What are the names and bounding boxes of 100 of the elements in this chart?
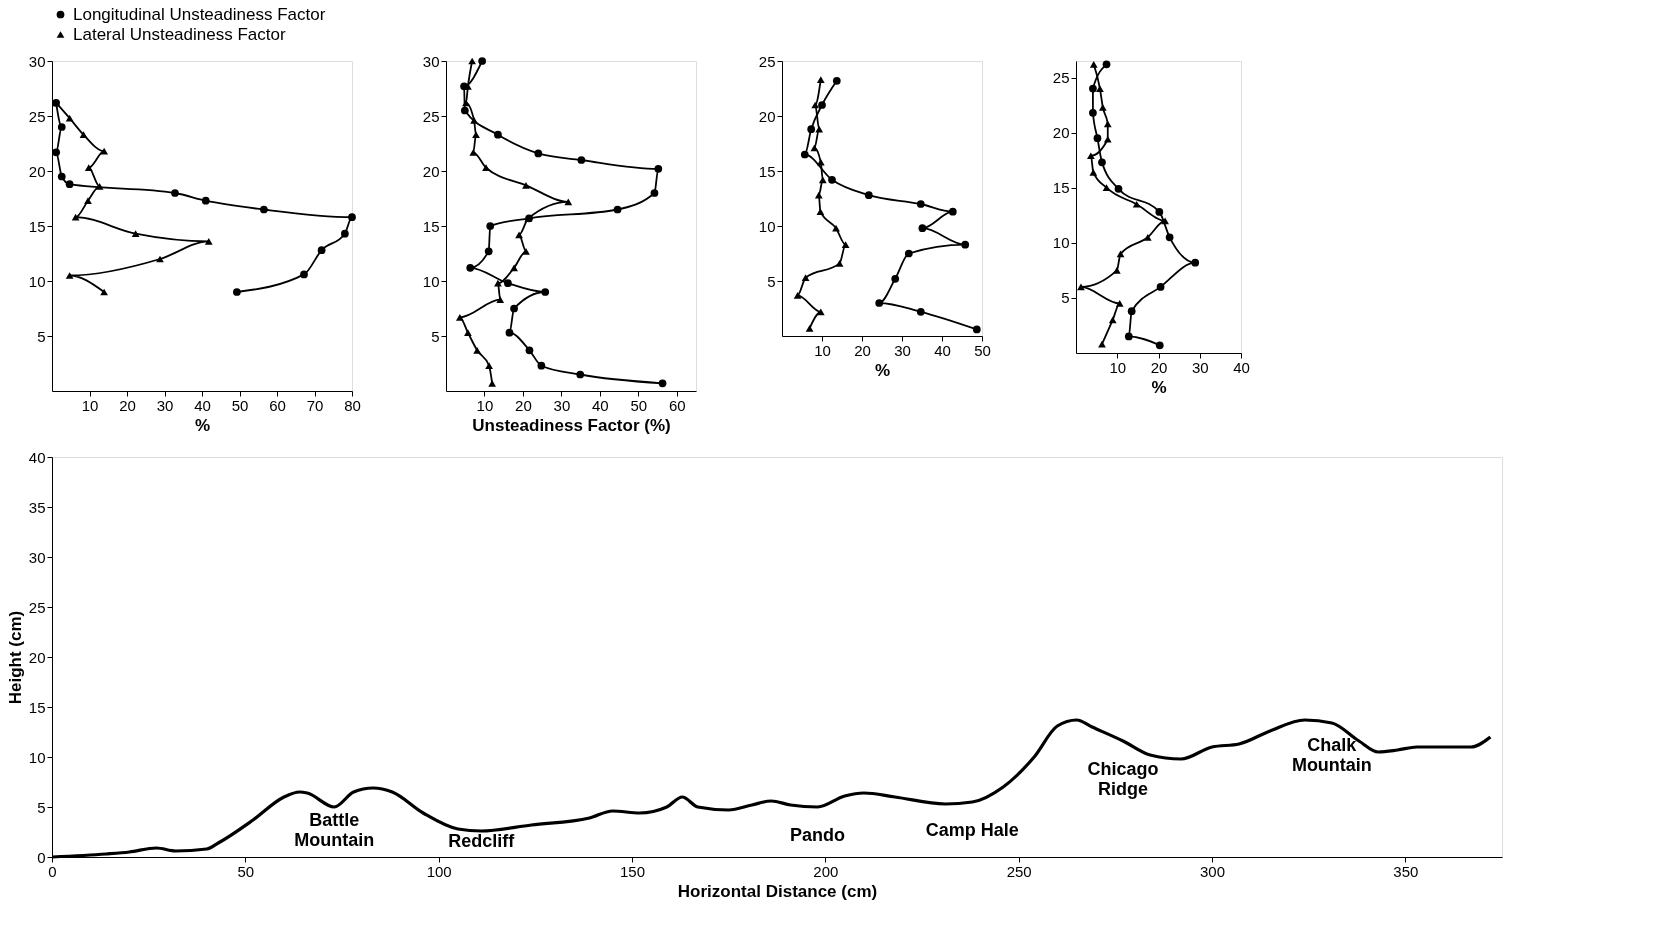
x-tick-label: 60 — [269, 396, 286, 414]
point — [904, 249, 913, 258]
point — [485, 362, 493, 370]
annotation: Redcliff — [448, 831, 516, 851]
point — [131, 230, 140, 238]
point — [810, 144, 819, 152]
point — [807, 125, 816, 134]
x-tick-label: 10 — [1109, 358, 1127, 376]
point — [522, 181, 530, 189]
x-axis-title: % — [194, 415, 211, 435]
point — [84, 197, 92, 205]
x-tick-label: 30 — [553, 396, 571, 414]
point — [522, 247, 530, 255]
point — [654, 164, 663, 173]
point — [496, 296, 505, 304]
x-axis-title: Horizontal Distance (cm) — [677, 881, 878, 901]
point — [1098, 340, 1106, 348]
point — [484, 247, 493, 256]
x-tick-label: 50 — [231, 396, 249, 414]
point — [494, 279, 502, 287]
annotation: Battle Mountain — [294, 810, 375, 850]
point — [1124, 332, 1133, 341]
point — [488, 379, 497, 387]
y-tick-label: 15 — [28, 698, 46, 716]
point — [171, 189, 179, 197]
point — [84, 164, 93, 172]
point — [65, 272, 74, 279]
point — [95, 183, 104, 190]
y-tick-label: 20 — [28, 648, 46, 666]
x-tick-label: 50 — [974, 341, 991, 359]
y-tick-label: 10 — [758, 217, 776, 235]
point — [875, 299, 884, 307]
y-tick-label: 30 — [28, 52, 46, 70]
point — [1191, 258, 1200, 267]
point — [1155, 341, 1164, 350]
point — [494, 130, 502, 139]
legend-label: Lateral Unsteadiness Factor — [73, 24, 286, 44]
point — [1089, 84, 1097, 93]
x-tick-label: 300 — [1199, 862, 1226, 880]
x-tick-label: 20 — [515, 396, 532, 414]
point — [204, 238, 213, 245]
point — [537, 361, 546, 370]
point — [576, 370, 585, 379]
point — [260, 205, 268, 214]
x-tick-label: 10 — [814, 341, 831, 359]
point — [65, 114, 74, 122]
y-tick-label: 10 — [28, 272, 46, 290]
x-tick-label: 250 — [1006, 862, 1032, 880]
point — [468, 57, 477, 65]
y-tick-label: 40 — [28, 448, 46, 466]
point — [201, 196, 210, 205]
point — [510, 304, 518, 313]
x-tick-label: 60 — [668, 396, 686, 414]
point — [470, 117, 478, 124]
point — [1112, 267, 1121, 274]
x-tick-label: 30 — [894, 341, 911, 359]
point — [57, 123, 66, 131]
point — [1156, 283, 1165, 291]
x-tick-label: 20 — [1150, 358, 1168, 376]
x-axis-title: Unsteadiness Factor (%) — [472, 415, 671, 435]
point — [455, 313, 464, 321]
x-tick-label: 10 — [476, 396, 494, 414]
point — [57, 172, 66, 181]
x-tick-label: 100 — [426, 862, 452, 880]
point — [832, 224, 840, 232]
point — [462, 99, 470, 107]
point — [1098, 158, 1106, 167]
point — [841, 241, 850, 249]
y-tick-label: 20 — [28, 162, 46, 180]
point — [961, 240, 970, 249]
x-tick-label: 50 — [237, 862, 255, 880]
x-tick-label: 350 — [1393, 862, 1419, 880]
point — [814, 191, 823, 199]
point — [1127, 307, 1136, 315]
y-tick-label: 15 — [28, 217, 46, 235]
point — [1089, 60, 1098, 68]
point — [464, 329, 472, 337]
point — [972, 325, 981, 334]
point — [835, 260, 844, 267]
point — [486, 222, 495, 230]
point — [534, 149, 543, 158]
point — [816, 308, 825, 316]
point — [233, 288, 241, 296]
x-tick-label: 40 — [592, 396, 609, 414]
y-tick-label: 30 — [28, 548, 46, 566]
x-tick-label: 30 — [1191, 358, 1209, 376]
y-tick-label: 0 — [37, 848, 46, 866]
point — [510, 264, 518, 272]
y-tick-label: 25 — [422, 107, 440, 125]
point — [1098, 103, 1107, 111]
point — [805, 324, 814, 332]
x-axis-title: % — [874, 360, 891, 380]
point — [466, 263, 475, 272]
x-tick-label: 80 — [344, 396, 361, 414]
point — [818, 176, 827, 184]
point — [816, 158, 825, 166]
point — [473, 346, 482, 354]
point — [504, 279, 512, 288]
y-tick-label: 35 — [28, 498, 46, 516]
x-tick-label: 150 — [619, 862, 646, 880]
